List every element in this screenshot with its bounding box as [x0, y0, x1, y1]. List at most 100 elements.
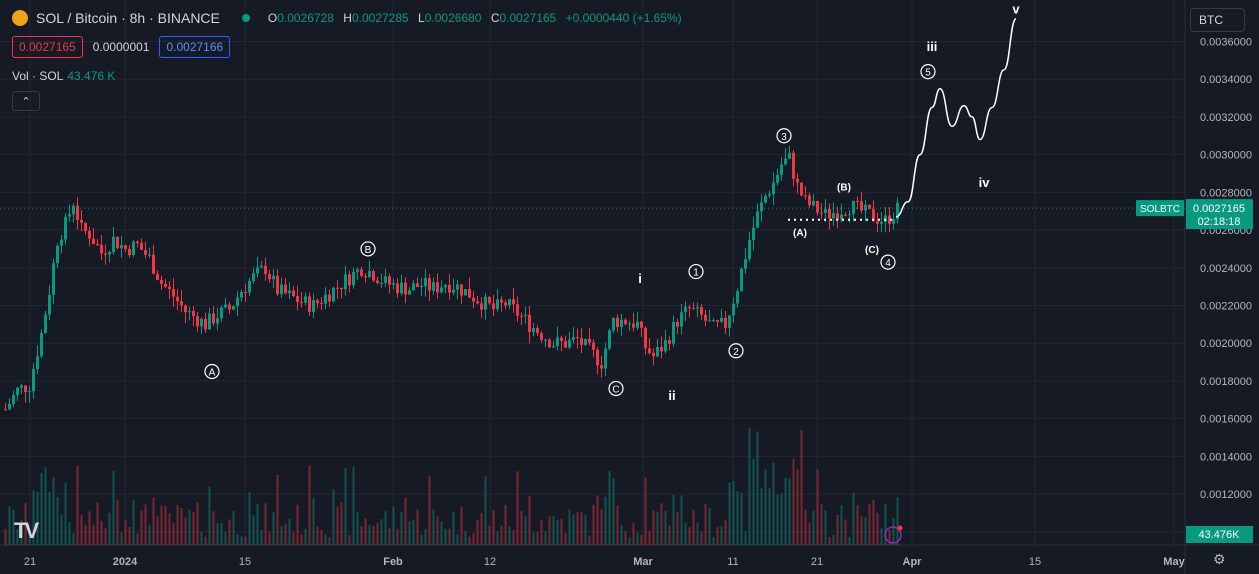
- volume-bar: [144, 504, 147, 545]
- change-value: +0.0000440 (+1.65%): [565, 11, 682, 25]
- volume-bar: [716, 527, 719, 545]
- spread-value: 0.0000001: [92, 40, 150, 54]
- candle-body: [572, 337, 575, 340]
- volume-bar: [576, 511, 579, 545]
- volume-bar: [700, 531, 703, 545]
- candle-body: [372, 271, 375, 281]
- candle-body: [124, 245, 127, 250]
- candle-body: [460, 284, 463, 296]
- volume-bar: [116, 499, 119, 545]
- volume-bar: [440, 521, 443, 545]
- volume-bar: [844, 519, 847, 545]
- candle-body: [268, 273, 271, 280]
- volume-bar: [564, 533, 567, 545]
- volume-bar: [496, 531, 499, 545]
- candle-body: [540, 333, 543, 340]
- wave-label: B: [365, 245, 372, 256]
- candle-body: [132, 241, 135, 256]
- volume-bar: [96, 502, 99, 545]
- candle-body: [88, 231, 91, 239]
- volume-bar: [80, 514, 83, 545]
- candle-body: [24, 385, 27, 393]
- candle-body: [868, 204, 871, 210]
- last-price-tag: 0.0027165: [1193, 203, 1245, 215]
- volume-bar: [484, 476, 487, 545]
- volume-bar: [156, 516, 159, 545]
- candle-body: [180, 301, 183, 306]
- candle-body: [560, 337, 563, 341]
- volume-bar: [512, 530, 515, 545]
- volume-bar: [444, 529, 447, 545]
- candle-body: [688, 306, 691, 309]
- x-tick-label: Mar: [633, 556, 653, 568]
- candle-body: [256, 267, 259, 274]
- candle-body: [304, 296, 307, 303]
- volume-bar: [112, 470, 115, 545]
- volume-bar: [100, 520, 103, 545]
- volume-bar: [640, 535, 643, 545]
- volume-bar: [652, 510, 655, 545]
- volume-bar: [864, 516, 867, 545]
- volume-bar: [728, 482, 731, 545]
- candle-body: [416, 283, 419, 287]
- candle-body: [244, 292, 247, 294]
- candle-body: [668, 340, 671, 344]
- candle-body: [872, 209, 875, 222]
- candle-body: [456, 284, 459, 290]
- candle-body: [880, 221, 883, 224]
- candle-body: [500, 299, 503, 303]
- volume-bar: [472, 533, 475, 545]
- volume-bar: [44, 467, 47, 545]
- volume-bar: [248, 491, 251, 545]
- volume-bar: [648, 530, 651, 545]
- volume-bar: [568, 509, 571, 545]
- volume-bar: [692, 509, 695, 545]
- candle-body: [736, 291, 739, 304]
- gear-icon[interactable]: ⚙: [1213, 551, 1226, 567]
- wave-label-circle: [728, 343, 744, 359]
- volume-bar: [492, 510, 495, 545]
- volume-bar: [420, 534, 423, 545]
- collapse-legend-button[interactable]: ⌃: [12, 91, 40, 111]
- wave-label: (A): [793, 228, 807, 239]
- candle-body: [208, 313, 211, 330]
- candle-body: [672, 321, 675, 344]
- y-tick-label: 0.0014000: [1200, 451, 1252, 463]
- candle-body: [4, 409, 7, 411]
- tradingview-logo[interactable]: TV: [14, 518, 39, 543]
- sell-button[interactable]: 0.0027165: [12, 36, 83, 58]
- currency-button[interactable]: BTC: [1190, 8, 1245, 32]
- candle-body: [352, 271, 355, 286]
- volume-bar: [684, 522, 687, 545]
- volume-bar: [384, 511, 387, 545]
- volume-bar: [544, 531, 547, 545]
- volume-bar: [460, 506, 463, 545]
- candle-body: [340, 287, 343, 290]
- candle-body: [552, 346, 555, 348]
- x-tick-label: Feb: [383, 556, 403, 568]
- volume-bar: [804, 509, 807, 545]
- y-tick-label: 0.0018000: [1200, 376, 1252, 388]
- candle-body: [728, 315, 731, 328]
- volume-bar: [860, 516, 863, 545]
- candle-body: [848, 213, 851, 215]
- candle-body: [32, 369, 35, 392]
- volume-bar: [172, 522, 175, 545]
- symbol-title[interactable]: SOL / Bitcoin · 8h · BINANCE: [36, 10, 220, 26]
- buy-button[interactable]: 0.0027166: [159, 36, 231, 58]
- volume-bar: [584, 514, 587, 545]
- candle-body: [168, 286, 171, 289]
- volume-bar: [532, 532, 535, 545]
- volume-bar: [628, 537, 631, 545]
- candle-body: [812, 200, 815, 206]
- volume-legend[interactable]: Vol · SOL 43.476 K: [12, 69, 115, 83]
- volume-bar: [468, 536, 471, 545]
- volume-bar: [128, 527, 131, 545]
- y-tick-label: 0.0032000: [1200, 112, 1252, 124]
- candle-body: [884, 215, 887, 222]
- candle-body: [332, 287, 335, 302]
- candle-body: [280, 284, 283, 295]
- candle-body: [876, 221, 879, 224]
- candle-body: [204, 318, 207, 330]
